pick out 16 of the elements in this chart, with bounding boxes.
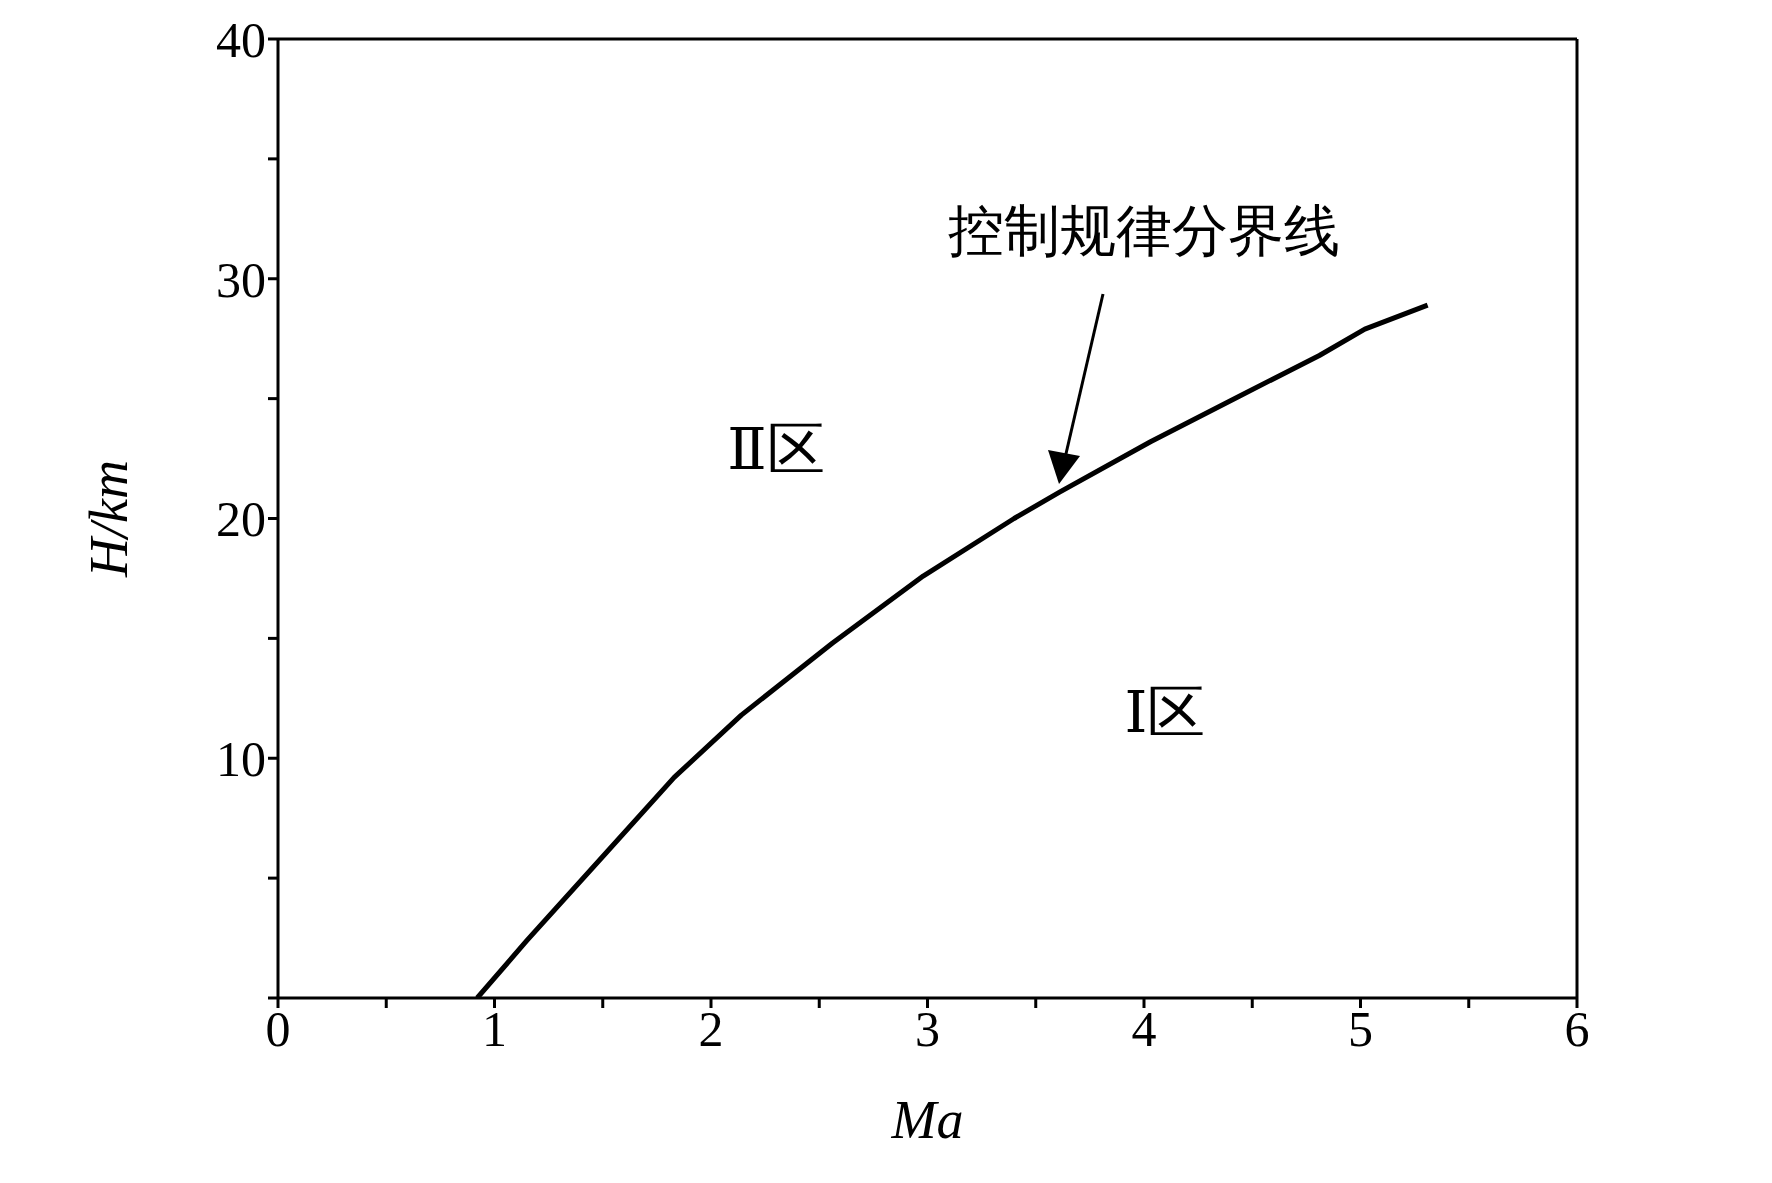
y-tick-label: 10 — [216, 731, 266, 787]
x-tick-label: 2 — [698, 1000, 724, 1057]
annotation: Ⅱ区 — [727, 416, 825, 484]
x-tick-label: 6 — [1564, 1000, 1590, 1057]
x-axis-title: Ma — [890, 1090, 964, 1150]
annotation: Ⅰ区 — [1124, 679, 1206, 747]
y-tick-label: 30 — [216, 251, 266, 308]
y-axis-title: H/km — [79, 460, 140, 578]
x-tick-label: 0 — [265, 1000, 291, 1057]
x-tick-label: 1 — [482, 1000, 507, 1057]
x-tick-label: 3 — [915, 1000, 940, 1057]
y-tick-label: 40 — [216, 11, 266, 68]
x-tick-label: 5 — [1348, 1000, 1373, 1057]
x-tick-label: 4 — [1131, 1000, 1157, 1057]
y-tick-label: 20 — [216, 491, 266, 548]
annotation: 控制规律分界线 — [948, 199, 1340, 264]
